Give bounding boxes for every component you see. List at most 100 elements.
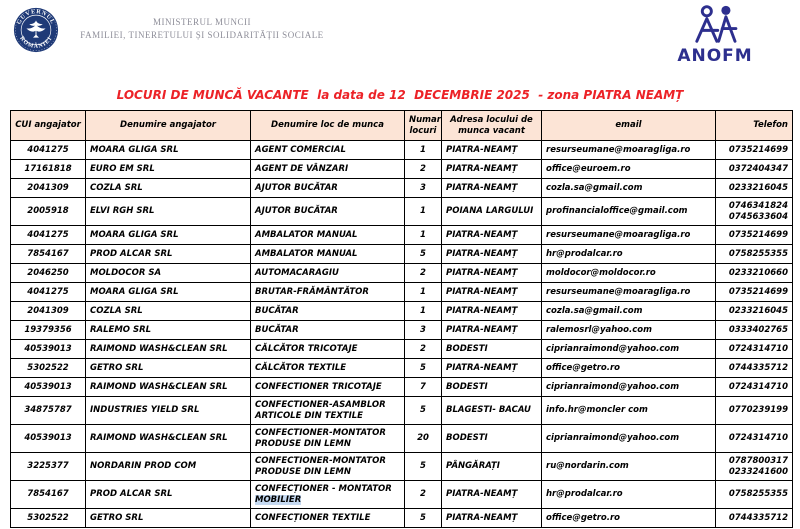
count-cell: 1 [404, 301, 442, 321]
address-cell: PÂNGĂRAȚI [441, 452, 542, 481]
employer-cell: PROD ALCAR SRL [85, 480, 251, 509]
address-cell: PIATRA-NEAMȚ [441, 159, 542, 179]
cui-cell: 40539013 [10, 339, 86, 359]
job-cell: BUCĂTAR [250, 301, 405, 321]
count-cell: 2 [404, 339, 442, 359]
cui-cell: 2041309 [10, 301, 86, 321]
employer-cell: MOARA GLIGA SRL [85, 225, 251, 245]
email-cell: hr@prodalcar.ro [541, 480, 716, 509]
email-cell: resurseumane@moaragliga.ro [541, 282, 716, 302]
job-cell: BUCĂTAR [250, 320, 405, 340]
phone-cell: 0746341824 0745633604 [715, 197, 793, 226]
employer-cell: COZLA SRL [85, 301, 251, 321]
address-cell: PIATRA-NEAMȚ [441, 282, 542, 302]
job-cell: CONFECȚIONER TEXTILE [250, 508, 405, 528]
address-cell: PIATRA-NEAMȚ [441, 225, 542, 245]
count-cell: 5 [404, 452, 442, 481]
anofm-figures-icon [695, 5, 738, 43]
job-cell: AMBALATOR MANUAL [250, 225, 405, 245]
phone-cell: 0744335712 [715, 508, 793, 528]
employer-cell: GETRO SRL [85, 358, 251, 378]
employer-cell: MOARA GLIGA SRL [85, 140, 251, 160]
job-cell: AJUTOR BUCĂTAR [250, 178, 405, 198]
address-cell: PIATRA-NEAMȚ [441, 320, 542, 340]
table-row: 7854167 PROD ALCAR SRL CONFECȚIONER - MONT… [10, 480, 793, 509]
column-header: Telefon [715, 110, 793, 141]
address-cell: POIANA LARGULUI [441, 197, 542, 226]
address-cell: PIATRA-NEAMȚ [441, 140, 542, 160]
count-cell: 2 [404, 480, 442, 509]
cui-cell: 17161818 [10, 159, 86, 179]
job-cell: AMBALATOR MANUAL [250, 244, 405, 264]
table-row: 19379356 RALEMO SRL BUCĂTAR 3 PIATRA-NEAMȚ ra… [10, 320, 793, 340]
phone-cell: 0233216045 [715, 178, 793, 198]
address-cell: BODESTI [441, 377, 542, 397]
employer-cell: EURO EM SRL [85, 159, 251, 179]
cui-cell: 4041275 [10, 282, 86, 302]
column-header: CUI angajator [10, 110, 86, 141]
cui-cell: 2005918 [10, 197, 86, 226]
job-cell: CĂLCĂTOR TEXTILE [250, 358, 405, 378]
email-cell: ralemosrl@yahoo.com [541, 320, 716, 340]
address-cell: PIATRA-NEAMȚ [441, 263, 542, 283]
ministry-name-line1: MINISTERUL MUNCII [153, 17, 251, 27]
column-header: email [541, 110, 716, 141]
cui-cell: 40539013 [10, 424, 86, 453]
email-cell: hr@prodalcar.ro [541, 244, 716, 264]
phone-cell: 0735214699 [715, 225, 793, 245]
eagle-icon [26, 20, 46, 38]
highlighted-word: MOBILIER [255, 494, 302, 505]
cui-cell: 5302522 [10, 358, 86, 378]
anofm-label: ANOFM [677, 46, 753, 66]
email-cell: resurseumane@moaragliga.ro [541, 225, 716, 245]
email-cell: profinancialoffice@gmail.com [541, 197, 716, 226]
employer-cell: RAIMOND WASH&CLEAN SRL [85, 377, 251, 397]
employer-cell: RAIMOND WASH&CLEAN SRL [85, 424, 251, 453]
table-row: 40539013 RAIMOND WASH&CLEAN SRL CONFECTION… [10, 377, 793, 397]
employer-cell: COZLA SRL [85, 178, 251, 198]
job-cell: CONFECTIONER-ASAMBLOR ARTICOLE DIN TEXTI… [250, 396, 405, 425]
count-cell: 5 [404, 244, 442, 264]
count-cell: 1 [404, 282, 442, 302]
employer-cell: PROD ALCAR SRL [85, 244, 251, 264]
email-cell: moldocor@moldocor.ro [541, 263, 716, 283]
count-cell: 5 [404, 396, 442, 425]
address-cell: PIATRA-NEAMȚ [441, 244, 542, 264]
address-cell: PIATRA-NEAMȚ [441, 480, 542, 509]
email-cell: cozla.sa@gmail.com [541, 301, 716, 321]
phone-cell: 0744335712 [715, 358, 793, 378]
table-header: CUI angajator Denumire angajator Denumire … [10, 110, 793, 141]
email-cell: info.hr@moncler com [541, 396, 716, 425]
employer-cell: NORDARIN PROD COM [85, 452, 251, 481]
government-seal-logo: GUVERNUL ROMÂNIEI [13, 7, 59, 53]
job-cell: AGENT DE VÂNZARI [250, 159, 405, 179]
phone-cell: 0735214699 [715, 140, 793, 160]
count-cell: 5 [404, 358, 442, 378]
phone-cell: 0724314710 [715, 339, 793, 359]
phone-cell: 0724314710 [715, 377, 793, 397]
column-header: Denumire loc de munca [250, 110, 405, 141]
cui-cell: 4041275 [10, 140, 86, 160]
employer-cell: RALEMO SRL [85, 320, 251, 340]
phone-cell: 0724314710 [715, 424, 793, 453]
job-cell: CONFECTIONER-MONTATOR PRODUSE DIN LEMN [250, 452, 405, 481]
email-cell: office@euroem.ro [541, 159, 716, 179]
ministry-name-line2: FAMILIEI, TINERETULUI ȘI SOLIDARITĂȚII S… [80, 30, 324, 41]
phone-cell: 0233210660 [715, 263, 793, 283]
cui-cell: 3225377 [10, 452, 86, 481]
count-cell: 1 [404, 140, 442, 160]
table-row: 3225377 NORDARIN PROD COM CONFECTIONER-MON… [10, 452, 793, 481]
cui-cell: 7854167 [10, 480, 86, 509]
job-cell: CONFECTIONER-MONTATOR PRODUSE DIN LEMN [250, 424, 405, 453]
address-cell: PIATRA-NEAMȚ [441, 358, 542, 378]
table-row: 4041275 MOARA GLIGA SRL BRUTAR-FRĂMÂNTĂTOR… [10, 282, 793, 302]
email-cell: ciprianraimond@yahoo.com [541, 377, 716, 397]
cui-cell: 2046250 [10, 263, 86, 283]
count-cell: 2 [404, 263, 442, 283]
table-row: 4041275 MOARA GLIGA SRL AGENT COMERCIAL 1 PI… [10, 140, 793, 160]
table-row: 34875787 INDUSTRIES YIELD SRL CONFECTIONER… [10, 396, 793, 425]
anofm-logo: ANOFM [672, 4, 758, 66]
table-row: 2046250 MOLDOCOR SA AUTOMACARAGIU 2 PIATRA-N… [10, 263, 793, 283]
table-row: 17161818 EURO EM SRL AGENT DE VÂNZARI 2 PIAT… [10, 159, 793, 179]
count-cell: 5 [404, 508, 442, 528]
